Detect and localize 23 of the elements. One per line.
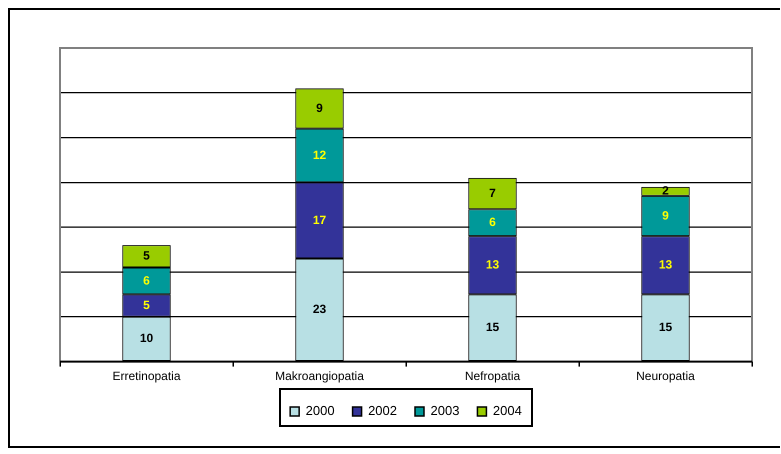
x-tick-label: Nefropatia (464, 369, 521, 384)
data-label: 17 (312, 212, 326, 227)
data-label: 9 (662, 208, 670, 222)
data-label: 12 (312, 148, 326, 162)
data-label: 6 (489, 215, 496, 230)
data-label: 9 (316, 100, 324, 115)
legend-label: 2003 (430, 403, 460, 418)
legend-label: 2002 (368, 403, 397, 418)
data-label: 13 (486, 258, 500, 272)
data-label: 23 (312, 302, 326, 316)
x-tick-label: Makroangiopatia (275, 369, 364, 384)
data-label: 13 (658, 258, 672, 272)
data-label: 15 (486, 320, 500, 334)
data-label: 10 (140, 331, 154, 346)
data-label: 15 (658, 320, 672, 334)
x-tick-label: Erretinopatia (112, 369, 181, 384)
data-label: 5 (143, 248, 150, 263)
data-label: 7 (489, 186, 496, 200)
legend-label: 2000 (306, 403, 335, 418)
legend-label: 2004 (492, 403, 522, 418)
x-tick-label: Neuropatia (636, 369, 696, 384)
data-label: 6 (143, 273, 150, 288)
data-label: 5 (143, 298, 150, 312)
